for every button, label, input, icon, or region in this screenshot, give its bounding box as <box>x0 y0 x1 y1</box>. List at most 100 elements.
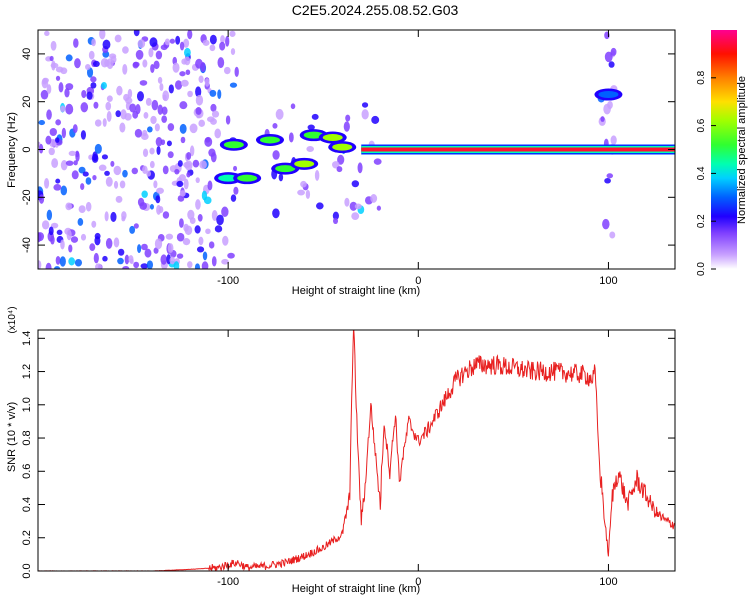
spectral-noise-cell <box>73 38 79 48</box>
spectral-noise-cell <box>91 220 97 228</box>
spectral-noise-cell <box>275 108 284 120</box>
spectral-noise-cell <box>220 35 225 44</box>
spectral-noise-cell <box>113 180 119 189</box>
spectral-noise-cell <box>162 90 170 102</box>
spectral-noise-cell <box>195 86 202 98</box>
top-y-axis-label: Frequency (Hz) <box>6 112 18 188</box>
spectral-noise-cell <box>105 176 113 187</box>
spectral-noise-cell <box>349 201 358 211</box>
spectral-noise-cell <box>278 173 284 182</box>
spectral-noise-cell <box>167 123 175 131</box>
colorbar-label: Normalized spectral amplitude <box>736 76 748 224</box>
spectral-noise-cell <box>38 260 42 269</box>
spectral-noise-cell <box>95 263 102 269</box>
spectral-noise-cell <box>104 170 110 176</box>
spectral-noise-cell <box>361 102 369 108</box>
spectral-noise-cell <box>68 150 77 156</box>
bottom-y-scale-label: (x10⁴) <box>7 306 18 333</box>
spectral-noise-cell <box>45 262 52 269</box>
spectral-noise-cell <box>49 127 57 136</box>
spectral-noise-cell <box>60 160 68 171</box>
signal-blob-core <box>259 136 280 144</box>
spectral-noise-cell <box>211 256 217 267</box>
spectral-noise-cell <box>94 119 102 127</box>
spectral-noise-cell <box>55 66 64 73</box>
spectral-noise-cell <box>154 123 160 132</box>
spectral-noise-cell <box>214 225 223 233</box>
spectral-noise-cell <box>198 236 204 246</box>
spectral-noise-cell <box>610 47 617 56</box>
spectral-noise-cell <box>197 214 203 222</box>
spectral-noise-cell <box>603 103 611 115</box>
signal-blob-core <box>237 174 258 182</box>
spectral-noise-cell <box>208 241 215 249</box>
spectral-noise-cell <box>38 143 44 154</box>
spectral-noise-cell <box>196 246 205 253</box>
spectral-noise-cell <box>128 255 134 264</box>
spectral-noise-cell <box>114 34 122 43</box>
spectral-noise-cell <box>189 145 195 157</box>
spectral-noise-cell <box>209 44 216 52</box>
spectral-noise-cell <box>371 115 380 124</box>
spectral-noise-cell <box>184 225 193 236</box>
spectral-noise-cell <box>314 170 320 181</box>
spectral-noise-cell <box>165 233 174 240</box>
spectral-noise-cell <box>40 89 49 100</box>
spectral-noise-cell <box>78 205 86 214</box>
spectral-noise-cell <box>229 30 236 37</box>
spectral-noise-cell <box>230 194 237 202</box>
spectral-noise-cell <box>205 228 211 235</box>
spectral-noise-cell <box>122 46 129 54</box>
spectral-noise-cell <box>307 124 315 130</box>
spectral-noise-cell <box>216 214 224 226</box>
signal-blob-core <box>218 174 239 182</box>
spectral-noise-cell <box>221 258 229 265</box>
spectral-noise-cell <box>124 254 130 265</box>
spectral-noise-cell <box>61 127 67 139</box>
spectral-noise-cell <box>50 222 59 229</box>
spectral-noise-cell <box>172 62 180 73</box>
spectral-noise-cell <box>225 115 231 125</box>
spectral-noise-cell <box>91 153 99 163</box>
spectral-noise-cell <box>135 49 144 60</box>
spectral-noise-cell <box>46 109 52 120</box>
spectral-noise-cell <box>186 172 191 178</box>
spectral-noise-cell <box>162 165 169 175</box>
spectrogram-heatmap <box>38 30 675 269</box>
spectral-noise-cell <box>332 217 339 225</box>
spectral-noise-cell <box>106 95 113 102</box>
spectral-noise-cell <box>102 39 111 50</box>
spectral-noise-cell <box>66 229 72 241</box>
spectral-noise-cell <box>202 39 210 46</box>
spectral-noise-cell <box>160 139 166 146</box>
y-tick-label: 1.2 <box>21 364 33 379</box>
spectral-noise-cell <box>185 69 191 76</box>
spectral-noise-cell <box>113 165 122 176</box>
spectral-noise-cell <box>90 82 97 89</box>
spectral-noise-cell <box>357 162 363 174</box>
spectral-noise-cell <box>234 66 239 78</box>
spectral-noise-cell <box>157 76 163 84</box>
spectral-noise-cell <box>153 247 159 254</box>
spectral-noise-cell <box>48 226 54 236</box>
spectral-noise-cell <box>121 211 127 220</box>
spectral-noise-cell <box>68 244 73 253</box>
spectral-noise-cell <box>160 254 168 265</box>
spectral-noise-cell <box>98 164 107 171</box>
spectral-noise-cell <box>50 235 55 245</box>
spectral-noise-cell <box>332 211 340 220</box>
y-tick-label: 20 <box>21 96 33 108</box>
x-tick-label: 0 <box>415 275 421 287</box>
x-tick-label: 100 <box>599 576 617 588</box>
spectral-noise-cell <box>59 256 66 267</box>
spectral-noise-cell <box>46 84 52 94</box>
spectral-noise-cell <box>351 180 360 188</box>
spectral-noise-cell <box>180 136 186 144</box>
spectral-noise-cell <box>179 190 186 197</box>
spectral-noise-cell <box>195 94 204 106</box>
top-y-ticks: -40 -20 0 20 40 <box>21 48 675 253</box>
spectral-noise-cell <box>225 35 230 47</box>
spectral-noise-cell <box>105 238 113 249</box>
spectral-noise-cell <box>133 30 140 37</box>
spectral-noise-cell <box>201 261 209 269</box>
